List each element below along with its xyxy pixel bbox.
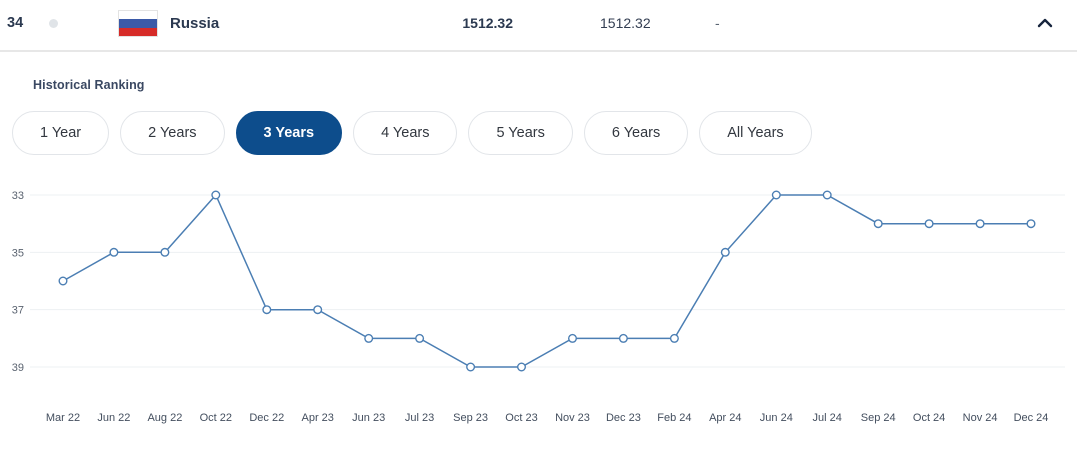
ranking-row[interactable]: 34 Russia 1512.32 1512.32 - — [0, 0, 1077, 52]
data-point-jul-24[interactable] — [822, 190, 832, 200]
tab-2-years[interactable]: 2 Years — [120, 111, 225, 155]
period-tabs: 1 Year 2 Years 3 Years 4 Years 5 Years 6 Year… — [12, 111, 812, 155]
data-point-oct-22[interactable] — [211, 190, 221, 200]
data-point-dec-23[interactable] — [618, 333, 628, 343]
tab-1-year[interactable]: 1 Year — [12, 111, 110, 155]
data-point-sep-23[interactable] — [466, 362, 476, 372]
previous-points: 1512.32 — [600, 15, 651, 31]
points-change: - — [715, 15, 720, 31]
x-axis-label: Nov 24 — [963, 412, 998, 424]
data-point-oct-23[interactable] — [517, 362, 527, 372]
y-axis-label: 39 — [12, 362, 24, 374]
x-axis-label: Sep 24 — [861, 412, 896, 424]
x-axis-label: Dec 24 — [1014, 412, 1049, 424]
ranking-line — [62, 193, 1031, 368]
x-axis-label: Feb 24 — [657, 412, 691, 424]
x-axis-label: Jul 24 — [813, 412, 842, 424]
data-point-mar-22[interactable] — [58, 276, 68, 286]
tab-5-years[interactable]: 5 Years — [468, 111, 573, 155]
x-axis-label: Oct 23 — [505, 412, 537, 424]
russia-flag-icon — [118, 10, 158, 37]
data-point-sep-24[interactable] — [873, 219, 883, 229]
data-point-jul-23[interactable] — [415, 333, 425, 343]
data-point-dec-24[interactable] — [1026, 219, 1036, 229]
y-axis-label: 37 — [12, 305, 24, 317]
x-axis-label: Sep 23 — [453, 412, 488, 424]
data-point-aug-22[interactable] — [160, 247, 170, 257]
x-axis-label: Dec 23 — [606, 412, 641, 424]
tab-6-years[interactable]: 6 Years — [583, 111, 689, 155]
tab-all-years[interactable]: All Years — [699, 111, 812, 155]
data-point-nov-24[interactable] — [975, 219, 985, 229]
tab-3-years[interactable]: 3 Years — [235, 111, 343, 155]
x-axis-label: Jun 22 — [97, 412, 130, 424]
x-axis-label: Oct 22 — [200, 412, 232, 424]
rank-unchanged-dot-icon — [49, 19, 58, 28]
x-axis-label: Mar 22 — [46, 412, 80, 424]
x-axis-label: Nov 23 — [555, 412, 590, 424]
x-axis-label: Apr 23 — [301, 412, 333, 424]
x-axis-label: Aug 22 — [147, 412, 182, 424]
data-point-feb-24[interactable] — [669, 333, 679, 343]
x-axis-label: Jun 24 — [760, 412, 793, 424]
data-point-oct-24[interactable] — [924, 219, 934, 229]
data-point-jun-23[interactable] — [364, 333, 374, 343]
x-axis-label: Apr 24 — [709, 412, 741, 424]
data-point-nov-23[interactable] — [568, 333, 578, 343]
x-axis-label: Jul 23 — [405, 412, 434, 424]
data-point-apr-24[interactable] — [720, 247, 730, 257]
x-axis-label: Jun 23 — [352, 412, 385, 424]
y-axis-label: 33 — [12, 190, 24, 202]
data-point-jun-22[interactable] — [109, 247, 119, 257]
historical-ranking-chart: 33 35 37 39 Mar 22 Jun 22 Aug 22 Oct 22 Dec 22 Ap… — [12, 190, 1065, 424]
data-point-apr-23[interactable] — [313, 305, 323, 315]
collapse-chevron-icon[interactable] — [1037, 17, 1053, 29]
team-name: Russia — [170, 15, 220, 32]
rank-number: 34 — [7, 15, 24, 31]
data-point-dec-22[interactable] — [262, 305, 272, 315]
section-title: Historical Ranking — [33, 78, 145, 92]
tab-4-years[interactable]: 4 Years — [353, 111, 458, 155]
y-axis-label: 35 — [12, 247, 24, 259]
total-points: 1512.32 — [462, 15, 513, 31]
data-point-jun-24[interactable] — [771, 190, 781, 200]
x-axis-label: Oct 24 — [913, 412, 945, 424]
x-axis-label: Dec 22 — [249, 412, 284, 424]
